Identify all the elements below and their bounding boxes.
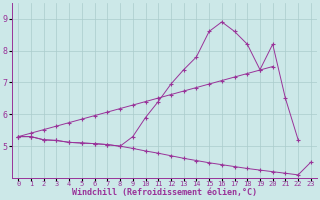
X-axis label: Windchill (Refroidissement éolien,°C): Windchill (Refroidissement éolien,°C) xyxy=(72,188,257,197)
